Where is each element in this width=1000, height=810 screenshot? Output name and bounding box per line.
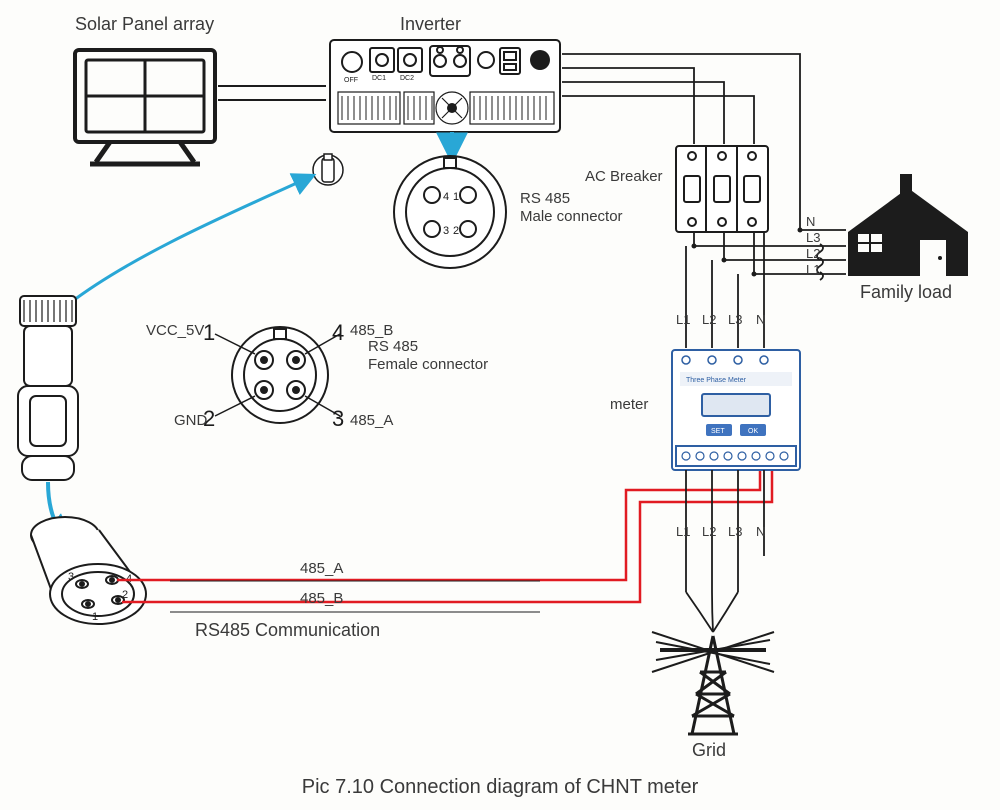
svg-text:2: 2 bbox=[453, 225, 459, 237]
side-L1: L1 bbox=[806, 262, 820, 277]
meter-icon: Three Phase Meter SET OK bbox=[672, 350, 800, 470]
svg-text:1: 1 bbox=[92, 611, 98, 623]
vcc-label: VCC_5V bbox=[146, 322, 204, 339]
gnd-label: GND bbox=[174, 412, 207, 429]
inverter-icon: OFF DC1 DC2 bbox=[330, 40, 560, 132]
phase-L3-top: L3 bbox=[728, 312, 742, 327]
side-L3: L3 bbox=[806, 230, 820, 245]
svg-text:3: 3 bbox=[68, 571, 74, 583]
svg-text:OK: OK bbox=[748, 428, 758, 435]
figure-caption: Pic 7.10 Connection diagram of CHNT mete… bbox=[0, 776, 1000, 799]
rs485-female-connector-icon bbox=[232, 327, 328, 423]
svg-text:DC2: DC2 bbox=[400, 75, 414, 82]
p485b-label: 485_B bbox=[350, 322, 393, 339]
diagram-svg: OFF DC1 DC2 bbox=[0, 0, 1000, 810]
phase-L2-top: L2 bbox=[702, 312, 716, 327]
svg-text:SET: SET bbox=[711, 428, 725, 435]
grid-tower-icon bbox=[652, 632, 774, 734]
ac-breaker-label: AC Breaker bbox=[585, 168, 663, 185]
house-icon bbox=[848, 174, 968, 276]
svg-text:3: 3 bbox=[443, 225, 449, 237]
phase-L2-bot: L2 bbox=[702, 524, 716, 539]
phase-L3-bot: L3 bbox=[728, 524, 742, 539]
svg-text:DC1: DC1 bbox=[372, 75, 386, 82]
svg-text:Three Phase Meter: Three Phase Meter bbox=[686, 377, 747, 384]
rs485-bottom-connector-icon: 3 2 4 1 bbox=[31, 517, 146, 624]
inverter-label: Inverter bbox=[400, 14, 461, 35]
line-485a-label: 485_A bbox=[300, 560, 343, 577]
meter-to-grid-wires bbox=[686, 470, 764, 632]
solar-panel-icon bbox=[75, 50, 215, 164]
side-N: N bbox=[806, 214, 815, 229]
rs485-male-connector-icon: 4 1 3 2 bbox=[394, 156, 506, 268]
rs485-plug-body-icon bbox=[18, 296, 78, 480]
svg-text:1: 1 bbox=[203, 320, 215, 345]
svg-text:OFF: OFF bbox=[344, 77, 358, 84]
phase-N-top: N bbox=[756, 312, 765, 327]
cable-plug-small-icon bbox=[313, 154, 343, 185]
phase-L1-top: L1 bbox=[676, 312, 690, 327]
phase-N-bot: N bbox=[756, 524, 765, 539]
grid-label: Grid bbox=[692, 740, 726, 761]
solar-label: Solar Panel array bbox=[75, 14, 214, 35]
p485a-label: 485_A bbox=[350, 412, 393, 429]
svg-text:4: 4 bbox=[332, 320, 344, 345]
solar-dc-wires bbox=[218, 86, 326, 100]
rs485-female-label: RS 485Female connector bbox=[368, 338, 488, 374]
svg-text:2: 2 bbox=[122, 589, 128, 601]
svg-text:4: 4 bbox=[443, 191, 449, 203]
arrow-plug-to-small bbox=[70, 176, 312, 303]
meter-label: meter bbox=[610, 396, 648, 413]
phase-L1-bot: L1 bbox=[676, 524, 690, 539]
line-485b-label: 485_B bbox=[300, 590, 343, 607]
rs485-comm-label: RS485 Communication bbox=[195, 620, 380, 641]
ac-breaker-icon bbox=[676, 146, 768, 232]
family-load-label: Family load bbox=[860, 282, 952, 303]
rs485-male-label: RS 485Male connector bbox=[520, 190, 623, 226]
side-L2: L2 bbox=[806, 246, 820, 261]
svg-text:3: 3 bbox=[332, 406, 344, 431]
svg-text:1: 1 bbox=[453, 191, 459, 203]
